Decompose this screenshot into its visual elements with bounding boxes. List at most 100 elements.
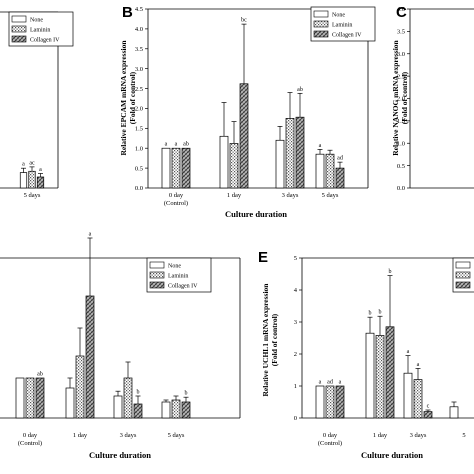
significance-label: a — [407, 349, 410, 355]
bar — [335, 167, 345, 189]
legend-swatch — [149, 271, 165, 279]
legend-swatch — [455, 261, 471, 269]
significance-label: b — [185, 391, 188, 397]
bar — [28, 170, 36, 189]
significance-label: ad — [327, 380, 333, 386]
x-tick-label: 0 day — [169, 192, 184, 199]
bar — [161, 401, 171, 419]
y-tick-label: 2.5 — [135, 86, 143, 93]
y-tick-label: 5 — [294, 255, 297, 262]
legend-entry: None — [168, 264, 181, 270]
bar — [161, 147, 171, 189]
bar — [25, 377, 35, 419]
x-axis-title: Culture duration — [361, 450, 423, 460]
y-tick-label: 4.0 — [397, 6, 405, 13]
bar — [403, 372, 413, 419]
bar — [113, 395, 123, 419]
x-axis-title: Culture duration — [89, 450, 151, 460]
bar — [36, 176, 45, 189]
y-tick-label: 1.0 — [135, 145, 143, 152]
x-tick-label: 3 days — [410, 432, 427, 439]
bar — [65, 387, 75, 419]
bar — [123, 377, 133, 419]
chart-c: 0.0 0.5 1.0 1.5 2.0 2.5 3.0 3.5 4.0 Relative NANO… — [391, 4, 474, 192]
significance-label: ac — [29, 160, 35, 166]
bar — [365, 332, 375, 419]
legend-entry: Collagen IV — [30, 38, 60, 44]
bar — [15, 377, 25, 419]
y-tick-label: 0.5 — [397, 163, 405, 170]
y-tick-label: 0.5 — [135, 165, 143, 172]
legend-entry: Laminin — [30, 28, 50, 34]
x-tick-label: 5 — [462, 432, 465, 439]
legend-swatch — [313, 20, 329, 28]
chart-d: ab 0 day(Control) a 1 day b 3 days b 5 days Cult… — [0, 232, 241, 460]
y-tick-label: 2.0 — [397, 96, 405, 103]
bar — [19, 172, 28, 189]
significance-label: ad — [337, 156, 343, 162]
significance-label: a — [417, 362, 420, 368]
significance-label: a — [39, 167, 42, 173]
legend-swatch — [455, 281, 471, 289]
bar — [181, 147, 191, 189]
bar — [385, 326, 395, 419]
significance-label: ab — [297, 87, 303, 93]
bar — [449, 406, 459, 419]
y-tick-label: 4.5 — [135, 6, 143, 13]
y-tick-label: 0 — [294, 415, 297, 422]
significance-label: b — [379, 310, 382, 316]
x-tick-label: 1 day — [73, 432, 88, 439]
y-axis-label: Relative NANOG mRNA expression — [391, 39, 400, 155]
significance-label: bc — [241, 18, 247, 24]
bar — [75, 355, 85, 419]
x-tick-label: 5 days — [322, 192, 339, 199]
significance-label: b — [137, 390, 140, 396]
bar — [85, 295, 95, 419]
bar — [315, 385, 325, 419]
legend-entry: Collagen IV — [332, 33, 362, 39]
legend-swatch — [11, 15, 27, 23]
significance-label: a — [89, 232, 92, 238]
bar — [335, 385, 345, 419]
significance-label: a — [319, 143, 322, 149]
y-axis-label: Relative EPCAM mRNA expression — [119, 40, 128, 156]
significance-label: a — [175, 142, 178, 148]
bar — [181, 401, 191, 419]
significance-label: c — [427, 404, 430, 410]
bar — [423, 411, 433, 419]
x-tick-label: (Control) — [318, 440, 342, 447]
legend-swatch — [313, 30, 329, 38]
legend-entry: Laminin — [332, 23, 352, 29]
y-axis-label: (Fold of control) — [270, 313, 279, 366]
significance-label: a — [165, 142, 168, 148]
legend-swatch — [149, 261, 165, 269]
y-tick-label: 3 — [294, 319, 297, 326]
x-tick-label: 5 days — [24, 192, 41, 199]
panel-letter: C — [396, 4, 407, 21]
significance-label: a — [319, 380, 322, 386]
legend-entry: Collagen IV — [168, 284, 198, 290]
x-tick-label: 1 day — [227, 192, 242, 199]
legend-entry: None — [30, 18, 43, 24]
x-tick-label: (Control) — [164, 200, 188, 207]
significance-label: a — [339, 380, 342, 386]
bar — [171, 147, 181, 189]
bar — [229, 143, 239, 189]
bar — [239, 83, 249, 189]
y-tick-label: 3.0 — [397, 51, 405, 58]
x-tick-label: 5 days — [168, 432, 185, 439]
y-tick-label: 2 — [294, 351, 297, 358]
y-tick-label: 1.0 — [397, 140, 405, 147]
bar — [295, 116, 305, 189]
x-tick-label: (Control) — [18, 440, 42, 447]
legend: None Laminin Collagen IV — [8, 11, 74, 47]
x-tick-label: 0 day — [323, 432, 338, 439]
panel-letter: B — [122, 4, 133, 21]
y-tick-label: 4 — [294, 287, 298, 294]
y-tick-label: 2.5 — [397, 73, 405, 80]
y-axis-label: (Fold of control) — [128, 71, 137, 124]
legend-swatch — [313, 10, 329, 18]
